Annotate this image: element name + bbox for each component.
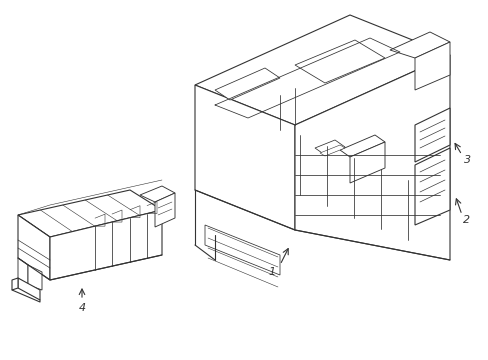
Polygon shape xyxy=(349,142,384,183)
Text: 1: 1 xyxy=(268,267,275,277)
Polygon shape xyxy=(28,265,42,290)
Polygon shape xyxy=(319,145,345,156)
Polygon shape xyxy=(18,215,50,280)
Text: 3: 3 xyxy=(464,155,470,165)
Text: 4: 4 xyxy=(78,303,85,313)
Polygon shape xyxy=(50,210,162,280)
Polygon shape xyxy=(18,278,40,300)
Polygon shape xyxy=(414,108,449,162)
Polygon shape xyxy=(215,68,280,100)
Polygon shape xyxy=(414,42,449,90)
Polygon shape xyxy=(339,135,384,157)
Polygon shape xyxy=(294,40,384,83)
Polygon shape xyxy=(414,148,449,225)
Polygon shape xyxy=(140,186,175,202)
Polygon shape xyxy=(389,32,449,58)
Text: 2: 2 xyxy=(463,215,469,225)
Polygon shape xyxy=(195,15,449,125)
Polygon shape xyxy=(12,278,18,290)
Polygon shape xyxy=(314,140,345,155)
Polygon shape xyxy=(18,190,162,237)
Polygon shape xyxy=(195,85,294,230)
Polygon shape xyxy=(155,193,175,227)
Polygon shape xyxy=(18,258,28,285)
Polygon shape xyxy=(294,55,449,260)
Polygon shape xyxy=(204,225,280,275)
